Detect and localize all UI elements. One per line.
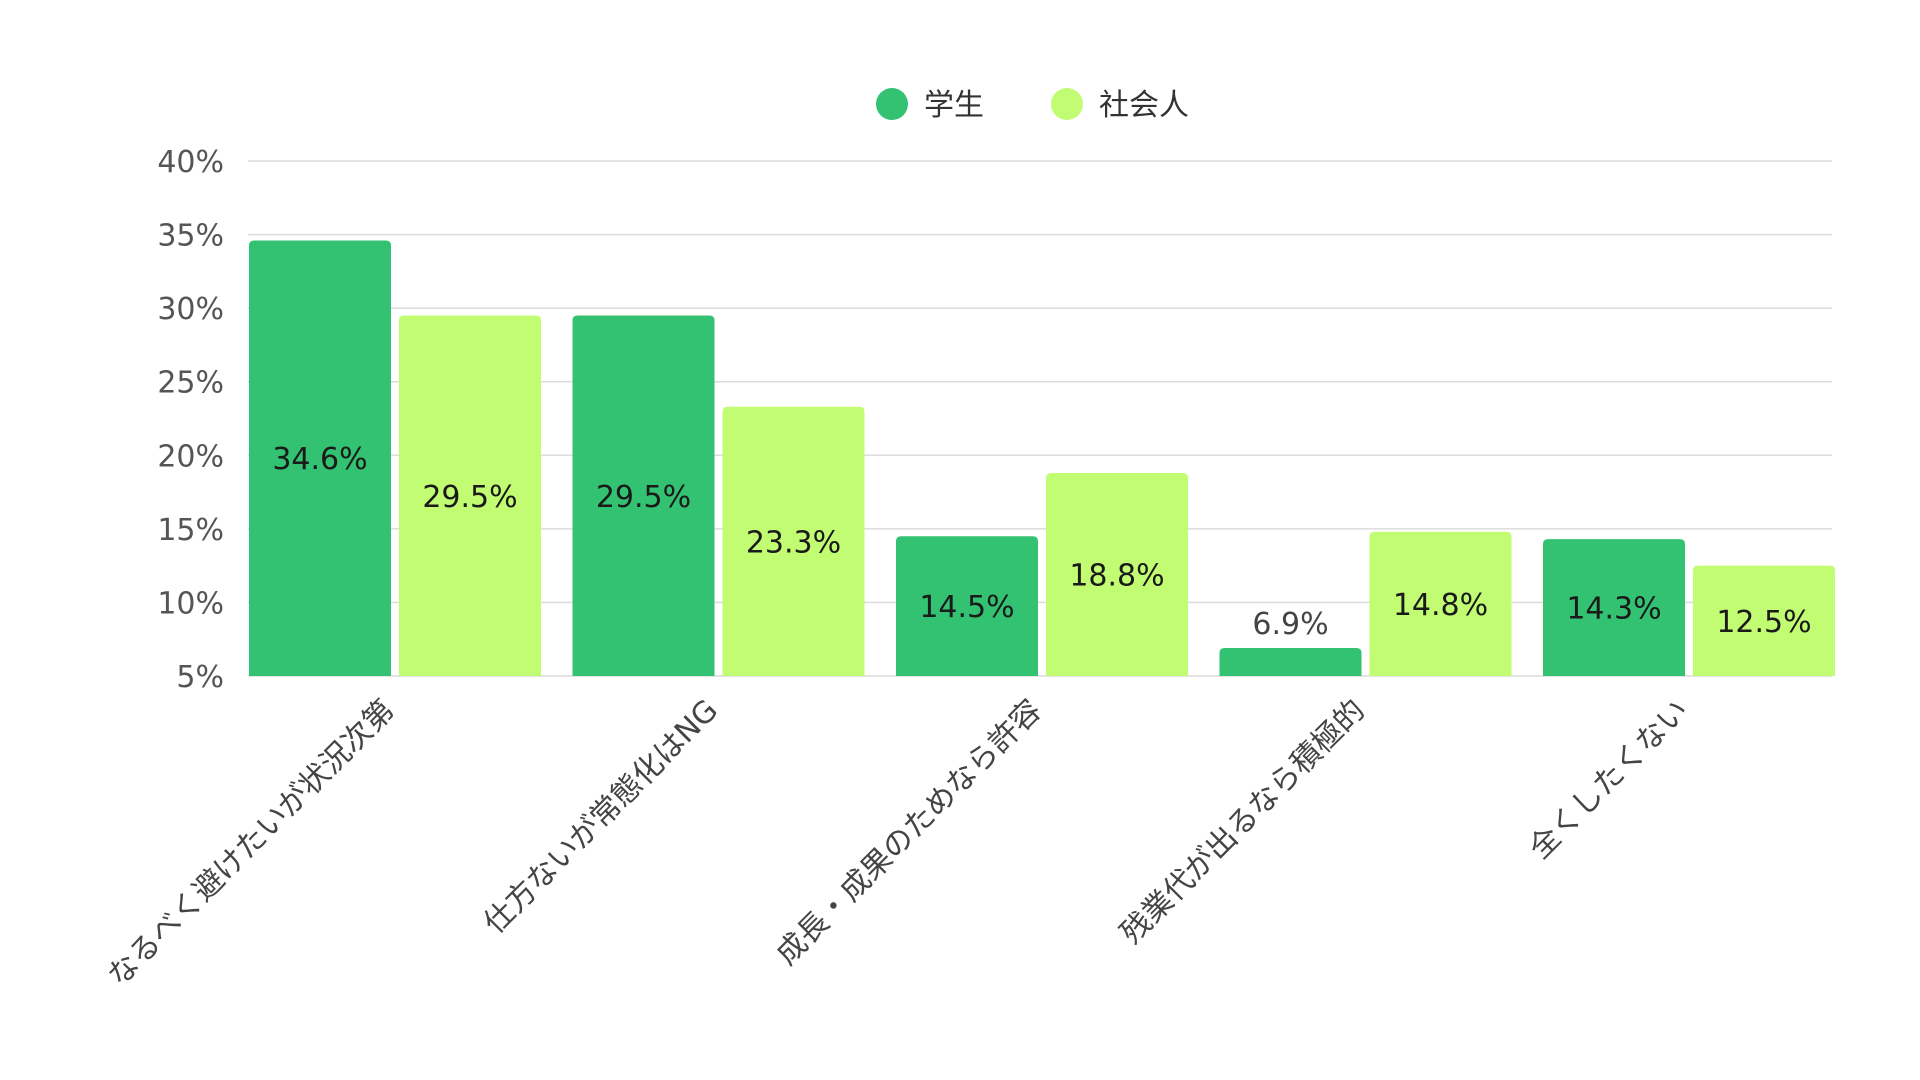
legend: 学生 社会人 [876,88,1189,123]
legend-marker-worker [1051,88,1083,120]
data-label-worker-2: 18.8% [1069,558,1164,593]
data-label-student-2: 14.5% [919,590,1014,625]
data-label-worker-0: 29.5% [422,480,517,515]
bar-worker-3 [1369,531,1512,676]
bar-student-4 [1543,539,1685,676]
bar-student-2 [896,536,1038,676]
data-label-student-1: 29.5% [596,480,691,515]
bar-worker-1 [722,406,865,676]
legend-marker-student [876,88,908,120]
x-tick-label: 仕方ないが常態化はNG [477,693,725,941]
y-tick-label: 25% [157,366,224,401]
y-tick-label: 20% [157,439,224,474]
data-label-worker-1: 23.3% [746,525,841,560]
data-label-student-0: 34.6% [272,442,367,477]
bar-worker-4 [1693,565,1835,676]
bars [249,240,1835,676]
legend-label-worker: 社会人 [1099,88,1189,123]
data-labels: 34.6% 29.5% 29.5% 23.3% 14.5% 18.8% 6.9% 14.8% 1… [272,442,1811,642]
data-label-worker-4: 12.5% [1716,605,1811,640]
y-axis-ticks: 5% 10% 15% 20% 25% 30% 35% 40% [157,145,224,695]
data-label-worker-3: 14.8% [1393,588,1488,623]
legend-label-student: 学生 [924,88,984,123]
x-axis-ticks: なるべく避けたいが状況次第 仕方ないが常態化はNG 成長・成果のためなら許容 残業代が… [101,693,1696,994]
y-tick-label: 10% [157,586,224,621]
x-tick-label: 全くしたくない [1522,693,1695,866]
bar-student-3 [1219,648,1362,676]
x-tick-label: 残業代が出るなら積極的 [1114,693,1372,951]
data-label-student-4: 14.3% [1566,592,1661,627]
y-tick-label: 15% [157,513,224,548]
y-tick-label: 30% [157,292,224,327]
y-tick-label: 35% [157,219,224,254]
bar-student-1 [572,315,715,676]
x-tick-label: 成長・成果のためなら許容 [769,693,1048,972]
bar-worker-0 [399,315,541,676]
bar-student-0 [249,240,391,676]
y-tick-label: 40% [157,145,224,180]
data-label-student-3: 6.9% [1252,607,1328,642]
y-tick-label: 5% [176,660,224,695]
bar-worker-2 [1046,472,1188,676]
x-tick-label: なるべく避けたいが状況次第 [101,693,402,994]
